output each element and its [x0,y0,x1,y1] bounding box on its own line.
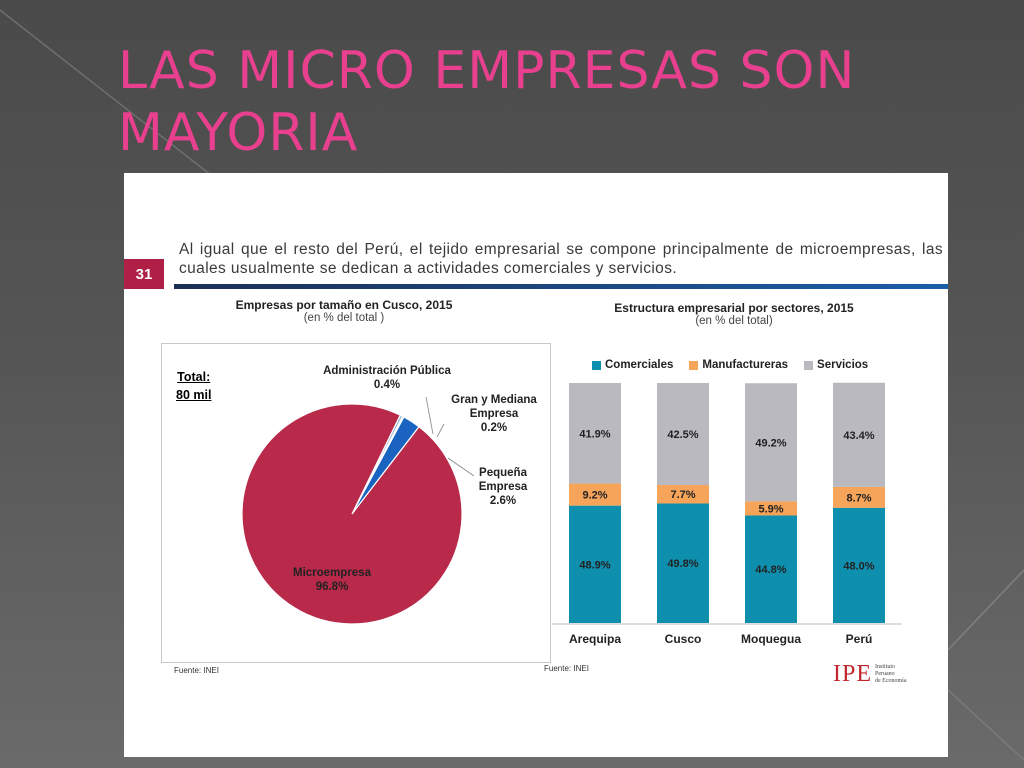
bar-chart-subtitle: (en % del total) [695,315,773,327]
pie-label-gran: Gran y Mediana Empresa 0.2% [444,393,544,435]
bar-segment-servicios-cusco [657,383,709,485]
bar-source: Fuente: INEI [544,664,589,673]
bar-segment-manufactureras-cusco [657,485,709,504]
bar-value-servicios-cusco: 42.5% [667,429,698,441]
pie-total-label: Total: [177,370,211,384]
ipe-logo-main: IPE [833,661,872,687]
pie-total: Total: 80 mil [176,368,211,404]
pie-label-admin: Administración Pública 0.4% [312,364,462,392]
pie-label-micro-value: 96.8% [315,581,349,593]
bar-chart-header: Estructura empresarial por sectores, 201… [574,301,894,327]
bar-segment-comerciales-moquegua [745,515,797,623]
pie-label-pequena: Pequeña Empresa 2.6% [472,466,534,508]
legend-label-manufactureras: Manufactureras [702,359,789,371]
legend-item-comerciales: Comerciales [592,359,673,371]
bar-value-comerciales-peru: 48.0% [843,560,874,572]
pie-chart-subtitle: (en % del total ) [303,312,385,324]
pie-label-micro: Microempresa 96.8% [272,566,392,594]
bar-segment-manufactureras-arequipa [569,483,621,506]
pie-label-admin-value: 0.4% [373,379,401,391]
legend-item-manufactureras: Manufactureras [689,359,788,371]
legend-swatch-comerciales [592,360,601,370]
legend-swatch-servicios [804,360,814,370]
pie-source: Fuente: INEI [174,666,219,675]
ipe-logo-text: Instituto Peruano de Economía [875,664,907,685]
intro-divider [174,284,948,289]
bar-category-peru: Perú [846,632,873,646]
bar-segment-servicios-moquegua [745,383,797,502]
bar-segment-servicios-arequipa [569,383,621,484]
pie-leader-gran [436,423,445,438]
ipe-logo-line2: Peruano [875,671,895,677]
stacked-bar-chart: 48.9% 9.2% 41.9% Arequipa 49.8% 7.7% 42.5% Cusc… [552,382,902,646]
bar-value-servicios-moquegua: 49.2% [755,437,786,449]
pie-total-value: 80 mil [176,388,212,402]
intro-text: Al igual que el resto del Perú, el tejid… [179,241,943,277]
bar-value-manufactureras-peru: 8.7% [846,492,871,504]
bar-segment-comerciales-arequipa [569,505,621,623]
ipe-logo-line3: de Economía [875,678,907,684]
pie-label-gran-value: 0.2% [480,422,508,434]
pie-label-micro-name: Microempresa [293,567,371,579]
bar-segment-manufactureras-moquegua [745,501,797,516]
pie-leader-admin [425,396,434,435]
slide-number-badge: 31 [124,259,164,289]
legend-item-servicios: Servicios [804,359,868,371]
pie-label-gran-name: Gran y Mediana Empresa [451,394,537,420]
legend-label-comerciales: Comerciales [605,359,674,371]
bar-value-manufactureras-arequipa: 9.2% [582,490,607,502]
bar-value-comerciales-cusco: 49.8% [667,558,698,570]
bar-legend: Comerciales Manufactureras Servicios [592,359,868,371]
pie-label-admin-name: Administración Pública [323,365,451,377]
legend-label-servicios: Servicios [817,359,869,371]
bar-value-servicios-peru: 43.4% [843,430,874,442]
bar-value-comerciales-arequipa: 48.9% [579,559,610,571]
bar-segment-manufactureras-peru [833,486,885,508]
pie-chart [241,396,475,625]
pie-chart-title: Empresas por tamaño en Cusco, 2015 [235,298,453,312]
bar-value-comerciales-moquegua: 44.8% [755,564,786,576]
pie-leader-pequena [447,457,475,477]
ipe-logo-line1: Instituto [875,664,896,670]
bar-segment-servicios-peru [833,382,885,487]
bar-chart-title: Estructura empresarial por sectores, 201… [614,301,854,315]
content-panel: 31 Al igual que el resto del Perú, el te… [124,173,948,757]
pie-label-pequena-name: Pequeña Empresa [478,467,528,493]
ipe-logo: IPE Instituto Peruano de Economía [833,661,907,688]
bar-category-moquegua: Moquegua [741,632,801,646]
bar-value-manufactureras-moquegua: 5.9% [758,503,783,515]
bar-segment-comerciales-peru [833,507,885,623]
legend-swatch-manufactureras [689,360,699,370]
bar-category-arequipa: Arequipa [569,632,621,646]
bar-segment-comerciales-cusco [657,503,709,623]
bar-value-manufactureras-cusco: 7.7% [670,489,695,501]
pie-chart-header: Empresas por tamaño en Cusco, 2015 (en %… [194,298,494,324]
pie-label-pequena-value: 2.6% [489,495,517,507]
slide-title: LAS MICRO EMPRESAS SON MAYORIA [118,41,856,163]
bar-category-cusco: Cusco [665,632,702,646]
pie-chart-frame: Total: 80 mil Administración Pública 0.4… [161,343,551,663]
pie-slice-microempresa [241,403,463,625]
bar-value-servicios-arequipa: 41.9% [579,428,610,440]
